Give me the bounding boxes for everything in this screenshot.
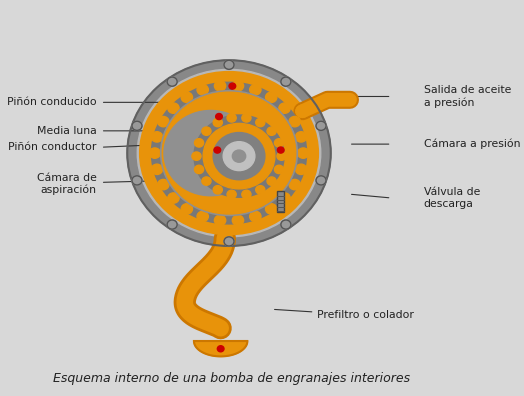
Circle shape bbox=[316, 121, 326, 130]
Circle shape bbox=[213, 133, 265, 180]
Circle shape bbox=[192, 152, 201, 160]
Circle shape bbox=[137, 69, 321, 237]
Circle shape bbox=[232, 215, 244, 226]
Circle shape bbox=[277, 147, 284, 153]
Circle shape bbox=[149, 148, 160, 158]
Circle shape bbox=[213, 186, 222, 194]
Circle shape bbox=[296, 105, 309, 117]
Circle shape bbox=[275, 165, 283, 173]
Circle shape bbox=[151, 82, 307, 224]
Circle shape bbox=[214, 81, 226, 91]
Circle shape bbox=[242, 114, 251, 122]
Circle shape bbox=[224, 237, 234, 246]
Circle shape bbox=[167, 220, 177, 229]
Polygon shape bbox=[194, 341, 247, 356]
Circle shape bbox=[162, 92, 296, 214]
Circle shape bbox=[296, 164, 307, 175]
Circle shape bbox=[281, 77, 291, 86]
Text: Cámara de
aspiración: Cámara de aspiración bbox=[37, 173, 96, 196]
Circle shape bbox=[167, 77, 177, 86]
Circle shape bbox=[256, 118, 265, 127]
Circle shape bbox=[202, 177, 211, 185]
Circle shape bbox=[227, 114, 236, 122]
FancyBboxPatch shape bbox=[277, 191, 285, 213]
Circle shape bbox=[296, 132, 307, 142]
Text: Esquema interno de una bomba de engranajes interiores: Esquema interno de una bomba de engranaj… bbox=[52, 372, 410, 385]
Circle shape bbox=[279, 193, 290, 203]
Circle shape bbox=[232, 81, 244, 91]
Circle shape bbox=[151, 164, 162, 175]
Circle shape bbox=[281, 220, 291, 229]
Circle shape bbox=[168, 193, 179, 203]
Text: Piñón conductor: Piñón conductor bbox=[8, 142, 96, 152]
Circle shape bbox=[266, 204, 277, 214]
Circle shape bbox=[224, 60, 234, 69]
Circle shape bbox=[249, 85, 261, 95]
Circle shape bbox=[249, 211, 261, 222]
Circle shape bbox=[267, 177, 276, 185]
Circle shape bbox=[267, 127, 276, 135]
Circle shape bbox=[213, 118, 222, 127]
Circle shape bbox=[194, 165, 204, 173]
Circle shape bbox=[197, 211, 209, 222]
Circle shape bbox=[194, 115, 284, 197]
Circle shape bbox=[151, 132, 162, 142]
Circle shape bbox=[277, 152, 286, 160]
Text: Cámara a presión: Cámara a presión bbox=[423, 139, 520, 149]
Circle shape bbox=[127, 60, 331, 246]
Text: Prefiltro o colador: Prefiltro o colador bbox=[316, 310, 413, 320]
Text: Piñón conducido: Piñón conducido bbox=[7, 97, 96, 107]
Circle shape bbox=[168, 103, 179, 113]
Circle shape bbox=[132, 121, 142, 130]
Circle shape bbox=[275, 139, 283, 147]
Circle shape bbox=[316, 176, 326, 185]
Circle shape bbox=[266, 92, 277, 103]
Text: Salida de aceite
a presión: Salida de aceite a presión bbox=[423, 86, 511, 108]
Circle shape bbox=[217, 346, 224, 352]
Circle shape bbox=[289, 179, 300, 190]
Circle shape bbox=[164, 110, 257, 196]
Circle shape bbox=[227, 190, 236, 198]
Circle shape bbox=[132, 176, 142, 185]
Circle shape bbox=[223, 142, 255, 171]
Circle shape bbox=[181, 204, 192, 214]
Circle shape bbox=[256, 186, 265, 194]
Circle shape bbox=[232, 150, 246, 162]
Circle shape bbox=[279, 103, 290, 113]
Circle shape bbox=[181, 92, 192, 103]
Circle shape bbox=[202, 127, 211, 135]
Circle shape bbox=[229, 83, 236, 89]
Circle shape bbox=[203, 124, 275, 189]
Circle shape bbox=[214, 215, 226, 226]
Circle shape bbox=[242, 190, 251, 198]
Circle shape bbox=[216, 114, 222, 120]
Circle shape bbox=[194, 139, 204, 147]
Circle shape bbox=[197, 85, 209, 95]
Circle shape bbox=[161, 91, 298, 215]
Text: Válvula de
descarga: Válvula de descarga bbox=[423, 187, 480, 209]
Circle shape bbox=[158, 116, 169, 127]
Circle shape bbox=[298, 148, 309, 158]
Circle shape bbox=[214, 147, 221, 153]
Text: Media luna: Media luna bbox=[37, 126, 96, 136]
Wedge shape bbox=[139, 71, 319, 235]
Circle shape bbox=[289, 116, 300, 127]
Circle shape bbox=[158, 179, 169, 190]
